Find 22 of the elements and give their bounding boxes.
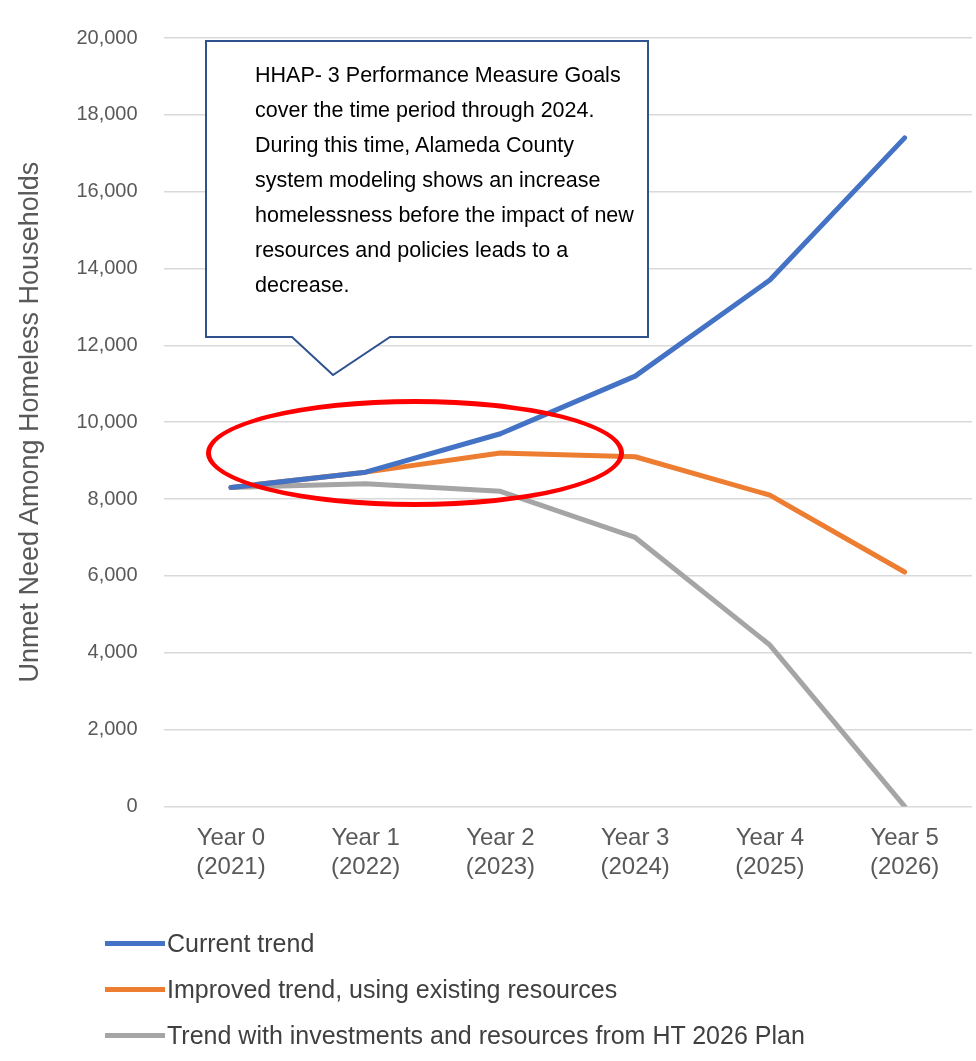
y-tick-label: 12,000 bbox=[76, 332, 138, 355]
y-tick-label: 18,000 bbox=[76, 102, 138, 125]
y-tick-label: 16,000 bbox=[76, 179, 138, 202]
y-tick-label: 10,000 bbox=[76, 409, 138, 432]
x-tick-label: Year 0 (2021) bbox=[196, 823, 266, 880]
y-tick-label: 0 bbox=[126, 793, 138, 816]
legend-label: Trend with investments and resources from HT 2026 Plan bbox=[167, 1020, 805, 1050]
x-tick-label: Year 3 (2024) bbox=[600, 823, 670, 880]
y-tick-label: 14,000 bbox=[76, 256, 138, 279]
x-tick-label: Year 2 (2023) bbox=[465, 823, 536, 880]
legend-label: Improved trend, using existing resources bbox=[167, 974, 618, 1004]
x-tick-label: Year 1 (2022) bbox=[330, 823, 401, 880]
y-tick-label: 20,000 bbox=[76, 25, 138, 48]
y-tick-label: 4,000 bbox=[87, 640, 138, 663]
annotation: HHAP- 3 Performance Measure Goals cover the time period through 2024. During this time, Alameda County system modeling shows an increase homelessness before the impact of new resources and policies leads to a decrease. bbox=[254, 62, 635, 299]
y-tick-label: 2,000 bbox=[87, 717, 138, 740]
y-tick-label: 8,000 bbox=[87, 486, 138, 509]
x-tick-label: Year 5 (2026) bbox=[869, 823, 940, 880]
x-tick-label: Year 4 (2025) bbox=[735, 823, 805, 880]
y-tick-label: 6,000 bbox=[87, 563, 138, 586]
y-axis-title: Unmet Need Among Homeless Households bbox=[13, 161, 44, 683]
legend-label: Current trend bbox=[167, 928, 315, 958]
